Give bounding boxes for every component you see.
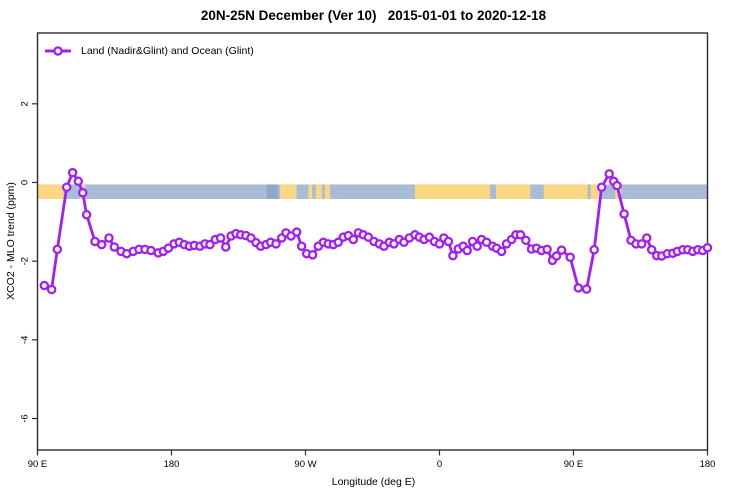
data-point (109, 242, 120, 252)
map-band-land-segment (315, 184, 322, 200)
data-point (73, 176, 84, 187)
plot-frame (36, 32, 709, 451)
data-point (46, 284, 57, 295)
data-point (271, 239, 281, 249)
map-band-land-segment (37, 184, 64, 200)
data-point (612, 180, 622, 191)
y-tick-label: -6 (20, 414, 31, 422)
data-point (521, 235, 531, 246)
x-tick-label: 90 E (564, 459, 584, 470)
data-point (146, 245, 156, 256)
y-tick-label: -4 (20, 336, 31, 344)
legend-line-circle-icon (45, 46, 71, 56)
data-point (348, 234, 359, 245)
data-point (296, 241, 307, 251)
data-point (496, 246, 507, 257)
data-point (96, 239, 107, 250)
data-point (434, 239, 445, 249)
data-point (220, 242, 231, 252)
x-tick-label: 180 (164, 459, 180, 470)
y-axis-label: XCO2 - MLO trend (ppm) (5, 182, 17, 300)
map-band-dark-ocean-segment (266, 184, 278, 200)
x-tick-label: 0 (437, 459, 442, 470)
map-band-land-segment (543, 184, 588, 200)
x-tick-label: 90 W (294, 459, 316, 470)
x-tick-label: 90 E (28, 459, 48, 470)
legend-label: Land (Nadir&Glint) and Ocean (Glint) (81, 45, 254, 57)
data-point (702, 243, 713, 253)
y-tick-label: 2 (20, 101, 31, 106)
map-band-land-segment (414, 184, 491, 200)
map-band-land-segment (324, 184, 331, 200)
map-band-land-segment (496, 184, 531, 200)
map-band-land-segment (590, 184, 602, 200)
data-point (81, 209, 92, 220)
map-band-land-segment (308, 184, 313, 200)
data-point (448, 250, 458, 261)
data-point (307, 250, 318, 260)
data-point (619, 209, 629, 219)
data-point (462, 245, 472, 256)
data-point (565, 252, 575, 262)
data-point (642, 233, 652, 243)
data-point (581, 284, 592, 294)
data-point (646, 245, 657, 255)
data-point (78, 187, 88, 198)
data-point (39, 280, 50, 291)
x-axis-label: Longitude (deg E) (331, 476, 416, 488)
y-tick-label: 0 (20, 180, 31, 185)
data-point (472, 241, 482, 251)
data-point (542, 244, 552, 255)
data-point (67, 167, 78, 178)
data-point (443, 236, 454, 247)
map-band-land-segment (280, 184, 297, 200)
data-point (604, 169, 614, 179)
data-point (52, 244, 63, 255)
data-point (596, 182, 607, 192)
legend: Land (Nadir&Glint) and Ocean (Glint) (44, 45, 254, 57)
chart-title: 20N-25N December (Ver 10) 2015-01-01 to … (200, 8, 547, 23)
data-point (205, 239, 215, 250)
data-point (515, 230, 526, 240)
data-point (589, 245, 599, 255)
data-point (636, 239, 647, 249)
y-tick-label: -2 (20, 257, 31, 265)
data-point (573, 283, 584, 293)
data-point (104, 233, 114, 243)
data-point (291, 227, 302, 237)
map-band-ocean (37, 184, 708, 200)
x-tick-label: 180 (700, 459, 716, 470)
data-point (215, 233, 226, 243)
data-point (61, 182, 72, 192)
data-point (551, 251, 562, 261)
data-point (556, 245, 567, 255)
